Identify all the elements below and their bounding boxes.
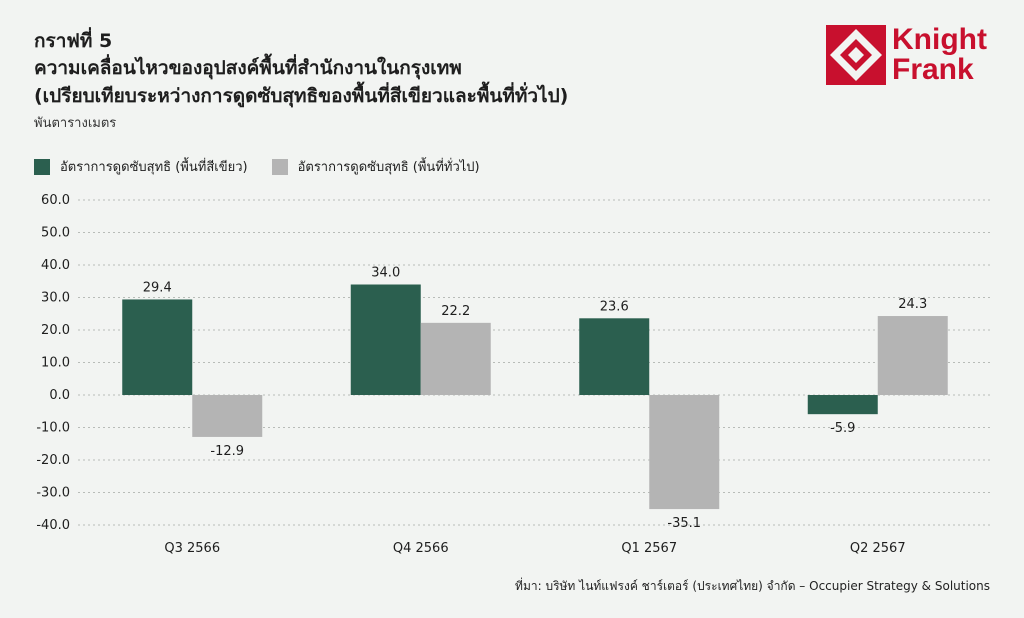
data-label: -5.9 <box>830 421 855 436</box>
bar-green <box>122 299 193 395</box>
knight-frank-logo: Knight Frank <box>826 25 996 87</box>
figure-label: กราฟที่ 5 <box>34 30 113 52</box>
legend-label-general: อัตราการดูดซับสุทธิ (พื้นที่ทั่วไป) <box>297 160 480 175</box>
legend-label-green: อัตราการดูดซับสุทธิ (พื้นที่สีเขียว) <box>60 160 248 175</box>
logo-text: Knight Frank <box>892 25 987 85</box>
x-tick-label: Q4 2566 <box>393 541 449 556</box>
y-tick-label: 0.0 <box>49 388 70 403</box>
y-tick-label: -40.0 <box>36 518 70 533</box>
data-label: -35.1 <box>667 516 701 531</box>
unit-label: พันตารางเมตร <box>34 116 117 131</box>
y-tick-label: 40.0 <box>41 258 70 273</box>
x-tick-label: Q2 2567 <box>850 541 906 556</box>
source-note: ที่มา: บริษัท ไนท์แฟรงค์ ชาร์เตอร์ (ประเ… <box>515 579 990 593</box>
bar-green <box>350 284 421 395</box>
x-tick-label: Q3 2566 <box>164 541 220 556</box>
bar-green <box>579 318 650 395</box>
logo-mark-icon <box>826 25 886 85</box>
data-label: -12.9 <box>210 444 244 459</box>
logo-line1: Knight <box>892 23 987 56</box>
data-label: 23.6 <box>600 299 629 314</box>
y-tick-label: -20.0 <box>36 453 70 468</box>
y-tick-label: -10.0 <box>36 421 70 436</box>
legend-item-green: อัตราการดูดซับสุทธิ (พื้นที่สีเขียว) <box>34 156 248 177</box>
bar-general <box>192 395 263 437</box>
bar-general <box>420 322 491 395</box>
x-tick-label: Q1 2567 <box>621 541 677 556</box>
y-tick-label: 50.0 <box>41 226 70 241</box>
legend-swatch-general <box>271 158 288 175</box>
data-label: 34.0 <box>371 266 400 281</box>
y-tick-label: 10.0 <box>41 356 70 371</box>
y-tick-label: 20.0 <box>41 323 70 338</box>
y-tick-label: 30.0 <box>41 291 70 306</box>
title-block: กราฟที่ 5 ความเคลื่อนไหวของอุปสงค์พื้นที… <box>34 28 568 133</box>
logo-line2: Frank <box>892 53 974 86</box>
data-label: 24.3 <box>898 297 927 312</box>
y-tick-label: 60.0 <box>41 193 70 208</box>
bar-general <box>877 316 948 395</box>
bar-green <box>807 395 878 415</box>
legend-swatch-green <box>34 158 50 175</box>
data-label: 22.2 <box>441 304 470 319</box>
chart-title-sub: (เปรียบเทียบระหว่างการดูดซับสุทธิของพื้น… <box>34 85 569 107</box>
legend-item-general: อัตราการดูดซับสุทธิ (พื้นที่ทั่วไป) <box>271 156 480 177</box>
bar-general <box>649 395 720 510</box>
data-label: 29.4 <box>143 280 172 295</box>
y-tick-label: -30.0 <box>36 486 70 501</box>
legend: อัตราการดูดซับสุทธิ (พื้นที่สีเขียว) อัต… <box>34 156 504 177</box>
chart-title: ความเคลื่อนไหวของอุปสงค์พื้นที่สำนักงานใ… <box>34 57 462 79</box>
